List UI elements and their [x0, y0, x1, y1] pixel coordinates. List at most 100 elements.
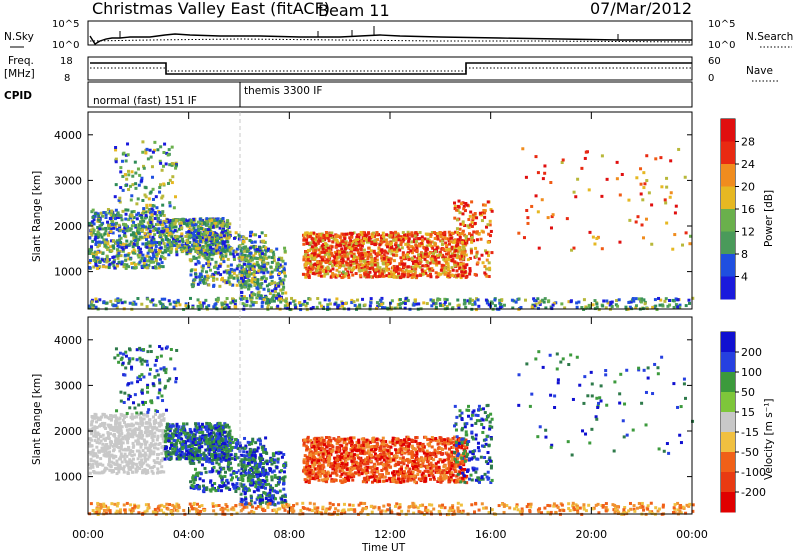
range-gate-cell [169, 232, 173, 236]
range-gate-cell [387, 258, 391, 262]
range-gate-cell [178, 243, 182, 247]
range-gate-cell [122, 234, 126, 238]
range-gate-cell [160, 452, 164, 456]
range-gate-cell [124, 423, 128, 427]
range-gate-cell [348, 245, 352, 249]
range-gate-cell [163, 233, 167, 237]
range-gate-cell [276, 268, 280, 272]
range-gate-cell [212, 241, 216, 245]
range-gate-cell [118, 228, 122, 232]
range-gate-cell [247, 287, 251, 291]
range-gate-cell [467, 225, 471, 229]
range-gate-cell [168, 245, 172, 249]
range-gate-cell [158, 210, 162, 214]
range-gate-cell [231, 283, 235, 287]
range-gate-cell [320, 265, 324, 269]
range-gate-cell [130, 432, 134, 436]
range-gate-cell [163, 142, 167, 146]
range-gate-cell [104, 426, 108, 430]
range-gate-cell [122, 151, 126, 155]
range-gate-cell [500, 298, 504, 302]
range-gate-cell [241, 297, 245, 301]
range-gate-cell [144, 225, 148, 229]
range-gate-cell [91, 239, 95, 243]
range-gate-cell [158, 233, 162, 237]
range-gate-cell [128, 428, 132, 432]
range-gate-cell [148, 453, 152, 457]
range-gate-cell [188, 451, 192, 455]
range-gate-cell [135, 449, 139, 453]
range-gate-cell [447, 239, 451, 243]
range-gate-cell [416, 264, 420, 268]
range-gate-cell [410, 276, 414, 280]
range-gate-cell [137, 449, 141, 453]
range-gate-cell [131, 461, 135, 465]
range-gate-cell [204, 228, 208, 232]
range-gate-cell [151, 175, 155, 179]
range-gate-cell [510, 298, 514, 302]
range-gate-cell [103, 454, 107, 458]
range-gate-cell [191, 243, 195, 247]
range-gate-cell [198, 244, 202, 248]
range-gate-cell [386, 263, 390, 267]
range-gate-cell [335, 297, 339, 301]
range-gate-cell [471, 213, 475, 217]
range-gate-cell [524, 175, 528, 179]
range-gate-cell [327, 259, 331, 263]
range-gate-cell [671, 298, 675, 302]
range-gate-cell [209, 247, 213, 251]
range-gate-cell [311, 271, 315, 275]
range-gate-cell [107, 434, 111, 438]
range-gate-cell [142, 261, 146, 265]
range-gate-cell [175, 422, 179, 426]
range-gate-cell [333, 273, 337, 277]
range-gate-cell [389, 231, 393, 235]
range-gate-cell [488, 234, 492, 238]
range-gate-cell [146, 251, 150, 255]
range-gate-cell [225, 297, 229, 301]
range-gate-cell [540, 198, 544, 202]
range-gate-cell [360, 239, 364, 243]
range-gate-cell [205, 270, 209, 274]
range-gate-cell [243, 276, 247, 280]
range-gate-cell [538, 302, 542, 306]
range-gate-cell [185, 223, 189, 227]
range-gate-cell [130, 261, 134, 265]
range-gate-cell [451, 254, 455, 258]
range-gate-cell [125, 264, 129, 268]
range-gate-cell [182, 422, 186, 426]
range-gate-cell [422, 245, 426, 249]
range-gate-cell [433, 248, 437, 252]
range-gate-cell [368, 267, 372, 271]
range-gate-cell [475, 238, 479, 242]
range-gate-cell [219, 273, 223, 277]
range-gate-cell [385, 268, 389, 272]
range-gate-cell [152, 464, 156, 468]
range-gate-cell [109, 227, 113, 231]
range-gate-cell [249, 272, 253, 276]
range-gate-cell [449, 240, 453, 244]
range-gate-cell [167, 220, 171, 224]
range-gate-cell [401, 235, 405, 239]
range-gate-cell [189, 218, 193, 222]
range-gate-cell [398, 262, 402, 266]
range-gate-cell [153, 233, 157, 237]
range-gate-cell [363, 262, 367, 266]
range-gate-cell [221, 221, 225, 225]
range-gate-cell [107, 425, 111, 429]
range-gate-cell [247, 284, 251, 288]
range-gate-cell [242, 235, 246, 239]
range-gate-cell [438, 231, 442, 235]
range-gate-cell [176, 454, 180, 458]
range-gate-cell [464, 253, 468, 257]
range-gate-cell [277, 294, 281, 298]
range-gate-cell [105, 454, 109, 458]
range-gate-cell [319, 274, 323, 278]
range-gate-cell [201, 425, 205, 429]
range-gate-cell [440, 239, 444, 243]
range-gate-cell [498, 298, 502, 302]
range-gate-cell [536, 171, 540, 175]
range-gate-cell [352, 231, 356, 235]
range-gate-cell [220, 224, 224, 228]
range-gate-cell [209, 218, 213, 222]
